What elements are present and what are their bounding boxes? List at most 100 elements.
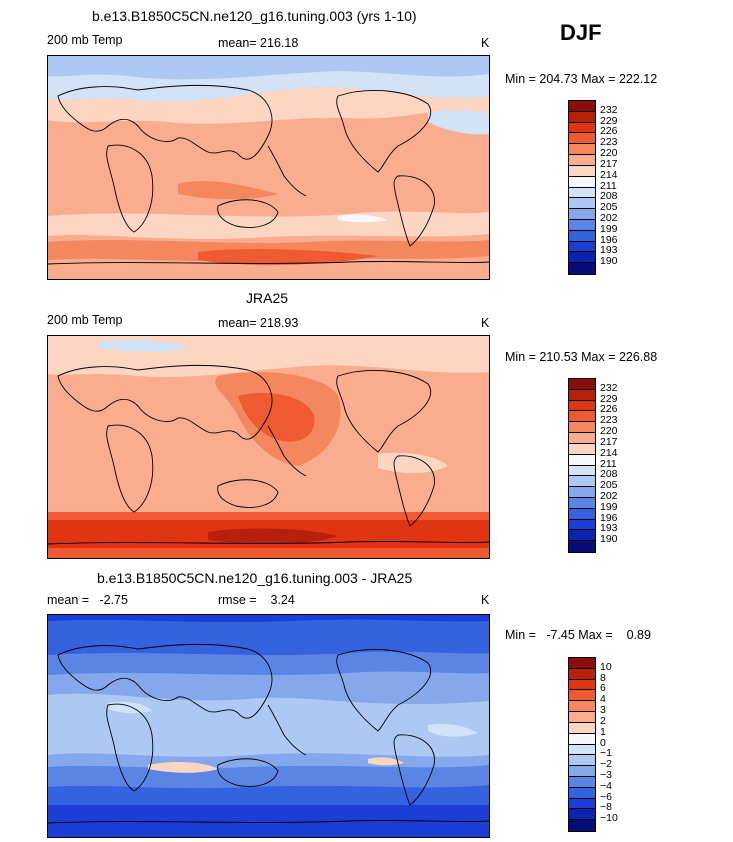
panel-3-colorbar xyxy=(568,657,596,832)
panel-2-colorbar xyxy=(568,378,596,553)
colorbar-swatch xyxy=(569,422,595,434)
colorbar-tick-label: 8 xyxy=(600,671,606,684)
panel-3-rmse-label: rmse = 3.24 xyxy=(218,593,295,607)
colorbar-swatch xyxy=(569,241,595,253)
colorbar-tick-label: 223 xyxy=(600,414,618,427)
panel-2-units-label: K xyxy=(481,316,490,330)
colorbar-swatch xyxy=(569,776,595,788)
colorbar-swatch xyxy=(569,701,595,713)
panel-3-map xyxy=(47,614,490,838)
colorbar-tick-label: 229 xyxy=(600,392,618,405)
colorbar-swatch xyxy=(569,263,595,274)
colorbar-tick-label: 211 xyxy=(600,457,617,470)
colorbar-swatch xyxy=(569,443,595,455)
colorbar-swatch xyxy=(569,530,595,542)
colorbar-tick-label: 226 xyxy=(600,403,618,416)
colorbar-tick-label: 193 xyxy=(600,522,618,535)
colorbar-tick-label: 199 xyxy=(600,222,618,235)
colorbar-swatch xyxy=(569,209,595,220)
colorbar-tick-label: 220 xyxy=(600,147,618,160)
panel-3-coastlines xyxy=(48,643,489,824)
colorbar-swatch xyxy=(569,133,595,145)
colorbar-tick-label: 217 xyxy=(600,435,618,448)
colorbar-tick-label: 6 xyxy=(600,682,606,695)
colorbar-swatch xyxy=(569,252,595,264)
colorbar-tick-label: 196 xyxy=(600,511,618,524)
panel-1-map-svg xyxy=(48,56,489,279)
panel-3-contour-0b xyxy=(368,757,404,766)
colorbar-swatch xyxy=(569,809,595,821)
colorbar-tick-label: −10 xyxy=(600,812,618,825)
colorbar-tick-label: −3 xyxy=(600,768,612,781)
colorbar-tick-label: 0 xyxy=(600,736,606,749)
panel-2-minmax: Min = 210.53 Max = 226.88 xyxy=(505,350,658,364)
season-label: DJF xyxy=(560,20,602,45)
colorbar-swatch xyxy=(569,744,595,756)
colorbar-swatch xyxy=(569,389,595,401)
colorbar-tick-label: 1 xyxy=(600,725,606,738)
panel-2-variable-label: 200 mb Temp xyxy=(47,313,123,327)
colorbar-swatch xyxy=(569,122,595,134)
colorbar-tick-label: 196 xyxy=(600,233,618,246)
panel-2-coastlines xyxy=(48,364,489,545)
panel-3-minmax: Min = -7.45 Max = 0.89 xyxy=(505,628,651,642)
colorbar-tick-label: −6 xyxy=(600,790,612,803)
colorbar-tick-label: 2 xyxy=(600,714,606,727)
colorbar-tick-label: −1 xyxy=(600,747,612,760)
colorbar-swatch xyxy=(569,820,595,831)
panel-1-map xyxy=(47,55,490,280)
colorbar-swatch xyxy=(569,712,595,723)
colorbar-tick-label: 3 xyxy=(600,704,606,717)
panel-1-units-label: K xyxy=(481,36,490,50)
colorbar-tick-label: 220 xyxy=(600,425,618,438)
panel-3-title: b.e13.B1850C5CN.ne120_g16.tuning.003 - J… xyxy=(97,570,413,586)
colorbar-tick-label: −4 xyxy=(600,779,612,792)
colorbar-swatch xyxy=(569,379,595,390)
panel-2-contour-223 xyxy=(238,392,315,442)
colorbar-swatch xyxy=(569,766,595,777)
panel-1-colorbar xyxy=(568,100,596,275)
colorbar-tick-label: 205 xyxy=(600,201,618,214)
colorbar-swatch xyxy=(569,165,595,177)
colorbar-swatch xyxy=(569,400,595,412)
colorbar-swatch xyxy=(569,454,595,466)
colorbar-tick-label: 226 xyxy=(600,125,618,138)
panel-1-coastlines xyxy=(48,84,489,265)
panel-1-contour-205 xyxy=(48,56,489,80)
panel-3-colorbar-labels: 10 8 6 4 3 2 1 0 −1 −2 −3 −4 −6 −8 −10 xyxy=(600,657,640,830)
colorbar-swatch xyxy=(569,155,595,166)
panel-1-title: b.e13.B1850C5CN.ne120_g16.tuning.003 (yr… xyxy=(92,8,417,24)
colorbar-tick-label: 217 xyxy=(600,157,618,170)
panel-2-contour-208 xyxy=(98,340,188,352)
colorbar-tick-label: 202 xyxy=(600,211,618,224)
colorbar-tick-label: 214 xyxy=(600,168,618,181)
colorbar-tick-label: 190 xyxy=(600,255,618,268)
colorbar-tick-label: 10 xyxy=(600,660,612,673)
colorbar-swatch xyxy=(569,519,595,531)
colorbar-swatch xyxy=(569,176,595,188)
panel-2-colorbar-labels: 232 229 226 223 220 217 214 211 208 205 202 199 196 1… xyxy=(600,378,640,551)
colorbar-swatch xyxy=(569,433,595,444)
colorbar-tick-label: 223 xyxy=(600,136,618,149)
colorbar-swatch xyxy=(569,101,595,112)
colorbar-swatch xyxy=(569,787,595,799)
colorbar-tick-label: −8 xyxy=(600,801,612,814)
panel-2-map xyxy=(47,335,490,559)
panel-2-mean-label: mean= 218.93 xyxy=(218,316,299,330)
panel-3-contour-m6-north xyxy=(48,615,489,623)
panel-1-minmax: Min = 204.73 Max = 222.12 xyxy=(505,72,658,86)
colorbar-tick-label: −2 xyxy=(600,758,612,771)
panel-1-contour-223-south xyxy=(198,249,378,265)
colorbar-tick-label: 202 xyxy=(600,489,618,502)
colorbar-swatch xyxy=(569,487,595,498)
colorbar-tick-label: 190 xyxy=(600,533,618,546)
colorbar-swatch xyxy=(569,755,595,767)
panel-3-contour-m1c xyxy=(428,723,478,737)
colorbar-swatch xyxy=(569,668,595,680)
colorbar-swatch xyxy=(569,508,595,520)
colorbar-tick-label: 214 xyxy=(600,446,618,459)
colorbar-tick-label: 193 xyxy=(600,244,618,257)
colorbar-tick-label: 232 xyxy=(600,381,618,394)
panel-3-contour-m6 xyxy=(48,805,489,837)
panel-1-contour-220a xyxy=(178,181,278,200)
